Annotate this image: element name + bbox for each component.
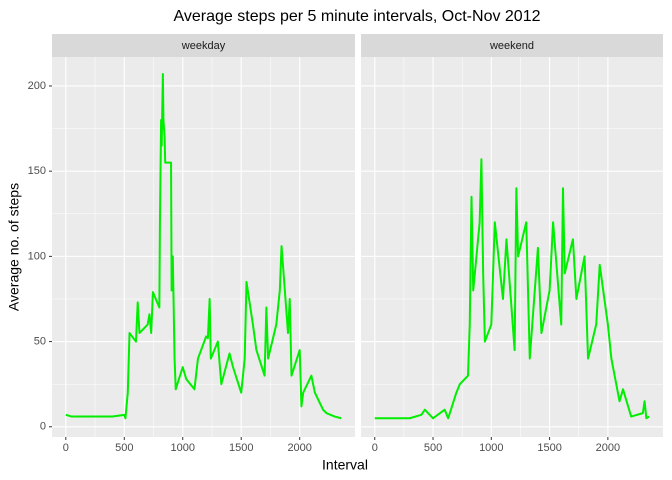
chart-title: Average steps per 5 minute intervals, Oc… — [174, 8, 541, 25]
y-tick-label: 150 — [28, 165, 46, 177]
panel-background — [361, 57, 663, 437]
x-tick-label: 2000 — [287, 442, 311, 454]
strip — [52, 34, 355, 57]
y-tick-label: 200 — [28, 80, 46, 92]
x-tick-label: 500 — [424, 442, 442, 454]
x-tick-label: 2000 — [596, 442, 620, 454]
x-tick-label: 1000 — [479, 442, 503, 454]
strip-label: weekend — [489, 40, 534, 52]
strip-label: weekday — [181, 40, 226, 52]
data-line — [374, 158, 650, 420]
x-tick-label: 0 — [372, 442, 378, 454]
data-line — [65, 73, 342, 420]
x-tick-label: 0 — [63, 442, 69, 454]
x-tick-label: 1500 — [537, 442, 561, 454]
x-axis-label: Interval — [322, 457, 368, 473]
y-tick-label: 50 — [34, 335, 46, 347]
x-tick-label: 1000 — [171, 442, 195, 454]
x-tick-label: 500 — [115, 442, 133, 454]
x-tick-label: 1500 — [229, 442, 253, 454]
strip — [361, 34, 663, 57]
y-tick-label: 100 — [28, 250, 46, 262]
y-axis-label: Average no. of steps — [6, 183, 22, 311]
y-tick-label: 0 — [40, 421, 46, 433]
panel-background — [52, 57, 355, 437]
